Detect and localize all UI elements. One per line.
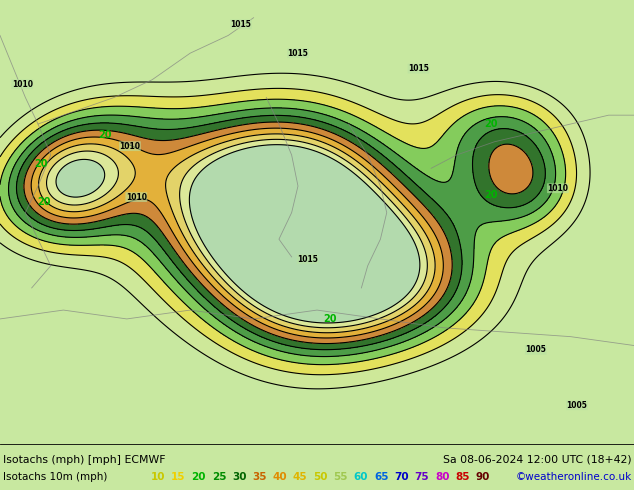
Text: 1015: 1015 — [297, 255, 318, 264]
Text: 20: 20 — [34, 159, 48, 169]
Text: 10: 10 — [151, 472, 165, 482]
Text: 90: 90 — [476, 472, 490, 482]
Text: 25: 25 — [212, 472, 226, 482]
Text: 65: 65 — [374, 472, 389, 482]
Text: 1005: 1005 — [567, 401, 587, 410]
Text: 20: 20 — [323, 314, 337, 324]
Text: Sa 08-06-2024 12:00 UTC (18+42): Sa 08-06-2024 12:00 UTC (18+42) — [443, 455, 632, 465]
Text: 55: 55 — [333, 472, 348, 482]
Text: 30: 30 — [232, 472, 247, 482]
Text: Isotachs 10m (mph): Isotachs 10m (mph) — [3, 472, 108, 482]
Text: 20: 20 — [37, 196, 51, 207]
Text: 1015: 1015 — [231, 20, 251, 29]
Text: 70: 70 — [394, 472, 409, 482]
Text: 50: 50 — [313, 472, 328, 482]
Text: 1010: 1010 — [547, 184, 569, 193]
Text: 15: 15 — [171, 472, 186, 482]
Text: 75: 75 — [415, 472, 429, 482]
Text: 80: 80 — [435, 472, 450, 482]
Text: 40: 40 — [273, 472, 287, 482]
Text: ©weatheronline.co.uk: ©weatheronline.co.uk — [516, 472, 632, 482]
Text: 20: 20 — [191, 472, 206, 482]
Text: Isotachs (mph) [mph] ECMWF: Isotachs (mph) [mph] ECMWF — [3, 455, 165, 465]
Text: 85: 85 — [455, 472, 470, 482]
Text: 20: 20 — [484, 119, 498, 129]
Text: 45: 45 — [293, 472, 307, 482]
Text: 1010: 1010 — [11, 80, 33, 89]
Text: 1015: 1015 — [288, 49, 308, 58]
Text: 35: 35 — [252, 472, 267, 482]
Text: 20: 20 — [484, 190, 498, 200]
Text: 1010: 1010 — [119, 142, 141, 151]
Text: 1005: 1005 — [526, 345, 546, 354]
Text: 1015: 1015 — [408, 64, 429, 73]
Text: 1010: 1010 — [126, 193, 147, 201]
Text: 20: 20 — [98, 130, 112, 140]
Text: 60: 60 — [354, 472, 368, 482]
